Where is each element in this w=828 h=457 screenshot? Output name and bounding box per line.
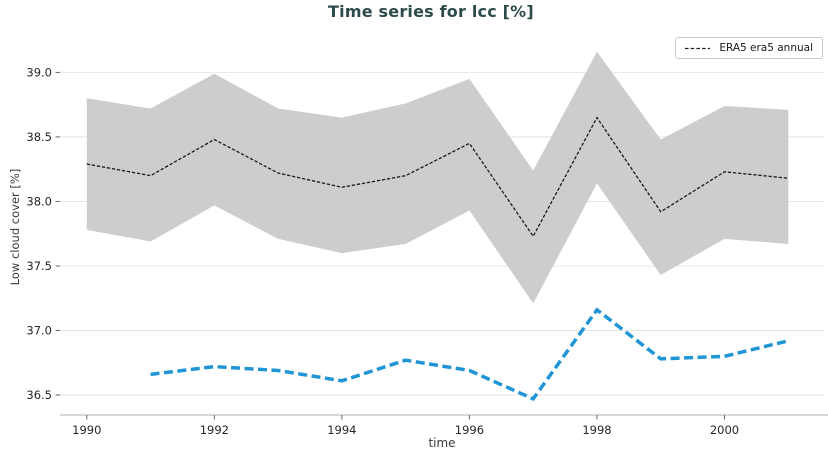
chart-title: Time series for lcc [%] — [328, 2, 534, 21]
x-tick-label: 1998 — [582, 423, 611, 437]
legend-label: ERA5 era5 annual — [719, 42, 813, 54]
era5-annual-line — [86, 116, 789, 238]
y-tick-label: 38.0 — [26, 194, 52, 208]
y-tick-label: 36.5 — [26, 388, 52, 402]
y-tick-label: 37.5 — [26, 259, 52, 273]
y-axis-label: Low cloud cover [%] — [8, 168, 22, 286]
x-axis-label: time — [428, 436, 456, 450]
x-tick-label: 1992 — [200, 423, 229, 437]
y-tick-label: 39.0 — [26, 65, 52, 79]
x-tick-label: 2000 — [710, 423, 739, 437]
legend: ERA5 era5 annual — [675, 37, 823, 59]
secondary-series-line — [150, 307, 789, 402]
y-tick-label: 38.5 — [26, 130, 52, 144]
y-tick-label: 37.0 — [26, 323, 52, 337]
x-tick-label: 1994 — [327, 423, 356, 437]
uncertainty-band — [86, 51, 789, 304]
dashed-line-sample-icon — [685, 47, 711, 49]
x-tick-label: 1996 — [455, 423, 484, 437]
x-tick-label: 1990 — [72, 423, 101, 437]
